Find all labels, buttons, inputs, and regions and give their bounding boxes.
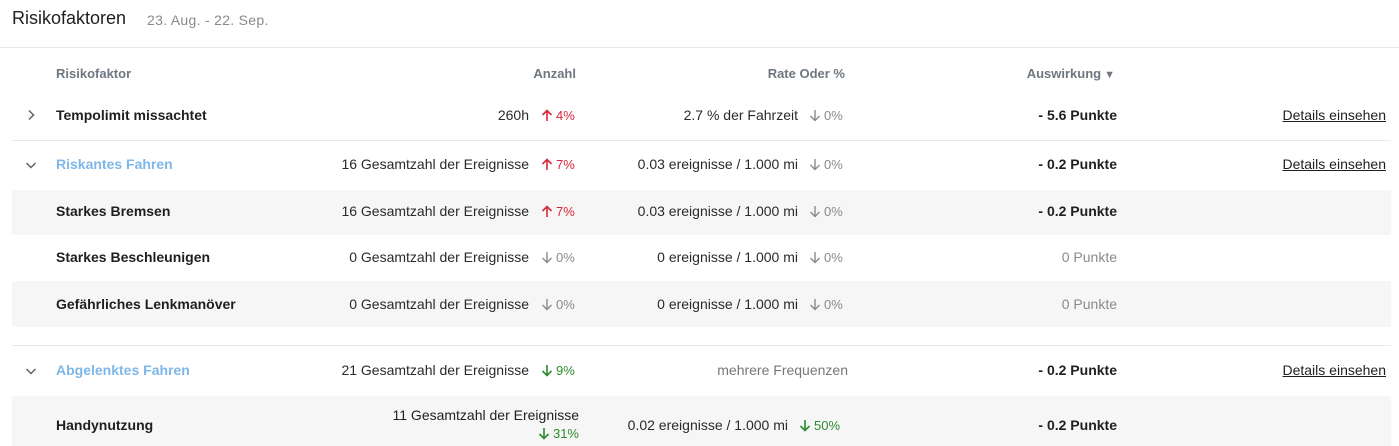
rate-trend: 0%	[809, 250, 843, 265]
count-value: 0 Gesamtzahl der Ereignisse	[349, 249, 529, 265]
rate-trend-value: 50%	[814, 418, 841, 433]
column-header-impact[interactable]: Auswirkung ▼	[980, 66, 1115, 81]
count-trend: 7%	[541, 157, 575, 172]
table-row-phone-usage: Handynutzung 11 Gesamtzahl der Ereigniss…	[12, 396, 1391, 446]
column-header-rate[interactable]: Rate Oder %	[767, 66, 845, 81]
arrow-down-icon	[542, 299, 552, 311]
factor-name: Handynutzung	[56, 417, 154, 433]
impact-value: - 0.2 Punkte	[1038, 156, 1117, 172]
count-trend-value: 0%	[556, 250, 575, 265]
arrow-down-icon	[541, 365, 553, 377]
table-row-hard-braking: Starkes Bremsen 16 Gesamtzahl der Ereign…	[12, 190, 1391, 235]
count-trend: 4%	[541, 108, 575, 123]
arrow-down-icon	[542, 252, 552, 264]
date-range: 23. Aug. - 22. Sep.	[147, 12, 269, 28]
rate-value: 0.02 ereignisse / 1.000 mi	[627, 417, 788, 433]
factor-name-link[interactable]: Riskantes Fahren	[56, 156, 173, 172]
sort-desc-icon[interactable]: ▼	[1104, 69, 1115, 81]
rate-trend-value: 0%	[824, 250, 843, 265]
arrow-down-icon	[810, 206, 820, 218]
impact-value: - 5.6 Punkte	[1038, 107, 1117, 123]
column-header-impact-label: Auswirkung	[1026, 66, 1102, 81]
factor-name: Gefährliches Lenkmanöver	[56, 296, 236, 312]
count-trend-value: 7%	[556, 204, 575, 219]
count-value: 260h	[497, 107, 529, 123]
rate-value: 0.03 ereignisse / 1.000 mi	[637, 203, 798, 219]
chevron-down-icon[interactable]	[24, 158, 38, 172]
rate-trend-value: 0%	[824, 204, 843, 219]
chevron-down-icon[interactable]	[24, 364, 38, 378]
rate-value: 2.7 % der Fahrzeit	[683, 107, 798, 123]
arrow-down-icon	[810, 159, 820, 171]
count-trend-value: 0%	[556, 297, 575, 312]
rate-value: 0 ereignisse / 1.000 mi	[657, 296, 798, 312]
arrow-down-icon	[538, 428, 550, 440]
arrow-up-icon	[541, 109, 553, 121]
rate-trend-value: 0%	[824, 157, 843, 172]
rate-value: 0 ereignisse / 1.000 mi	[657, 249, 798, 265]
rate-value: mehrere Frequenzen	[717, 362, 848, 378]
table-row-distracted-driving: Abgelenktes Fahren 21 Gesamtzahl der Ere…	[12, 345, 1391, 396]
count-trend: 0%	[541, 297, 575, 312]
impact-value: - 0.2 Punkte	[1038, 417, 1117, 433]
factor-name: Starkes Beschleunigen	[56, 249, 211, 265]
rate-trend: 0%	[809, 108, 843, 123]
arrow-up-icon	[541, 205, 553, 217]
rate-trend: 0%	[809, 157, 843, 172]
count-trend-value: 9%	[556, 363, 575, 378]
details-link[interactable]: Details einsehen	[1282, 107, 1386, 123]
arrow-down-icon	[799, 420, 811, 432]
rate-trend: 0%	[809, 204, 843, 219]
arrow-up-icon	[541, 158, 553, 170]
details-link[interactable]: Details einsehen	[1282, 156, 1386, 172]
impact-value: 0 Punkte	[1061, 249, 1117, 265]
column-header-count[interactable]: Anzahl	[533, 66, 576, 81]
count-trend: 9%	[541, 363, 575, 378]
count-trend: 7%	[541, 204, 575, 219]
rate-value: 0.03 ereignisse / 1.000 mi	[637, 156, 798, 172]
count-trend: 0%	[541, 250, 575, 265]
arrow-down-icon	[810, 299, 820, 311]
rate-trend-value: 0%	[824, 297, 843, 312]
details-link[interactable]: Details einsehen	[1282, 362, 1386, 378]
count-value: 11 Gesamtzahl der Ereignisse	[392, 407, 580, 423]
factor-name: Tempolimit missachtet	[56, 107, 207, 123]
page-title: Risikofaktoren	[12, 8, 127, 28]
count-trend: 31%	[538, 426, 579, 441]
rate-trend: 50%	[799, 418, 840, 433]
rate-trend-value: 0%	[824, 108, 843, 123]
factor-name: Starkes Bremsen	[56, 203, 171, 219]
table-row-speeding: Tempolimit missachtet 260h 4% 2.7 % der …	[12, 94, 1391, 141]
factor-name-link[interactable]: Abgelenktes Fahren	[56, 362, 190, 378]
count-value: 21 Gesamtzahl der Ereignisse	[341, 362, 529, 378]
arrow-down-icon	[810, 110, 820, 122]
panel-header: Risikofaktoren 23. Aug. - 22. Sep.	[0, 0, 1399, 48]
impact-value: - 0.2 Punkte	[1038, 362, 1117, 378]
column-header-factor: Risikofaktor	[56, 66, 132, 81]
chevron-right-icon[interactable]	[24, 108, 38, 122]
count-trend-value: 31%	[552, 426, 579, 441]
count-value: 0 Gesamtzahl der Ereignisse	[349, 296, 529, 312]
rate-trend: 0%	[809, 297, 843, 312]
impact-value: - 0.2 Punkte	[1038, 203, 1117, 219]
count-value: 16 Gesamtzahl der Ereignisse	[341, 203, 529, 219]
arrow-down-icon	[810, 252, 820, 264]
table-row-hard-acceleration: Starkes Beschleunigen 0 Gesamtzahl der E…	[12, 235, 1391, 281]
count-value: 16 Gesamtzahl der Ereignisse	[341, 156, 529, 172]
count-trend-value: 7%	[556, 157, 575, 172]
count-trend-value: 4%	[556, 108, 575, 123]
table-row-harsh-steering: Gefährliches Lenkmanöver 0 Gesamtzahl de…	[12, 281, 1391, 327]
table-row-risky-driving: Riskantes Fahren 16 Gesamtzahl der Ereig…	[12, 141, 1391, 190]
impact-value: 0 Punkte	[1061, 296, 1117, 312]
